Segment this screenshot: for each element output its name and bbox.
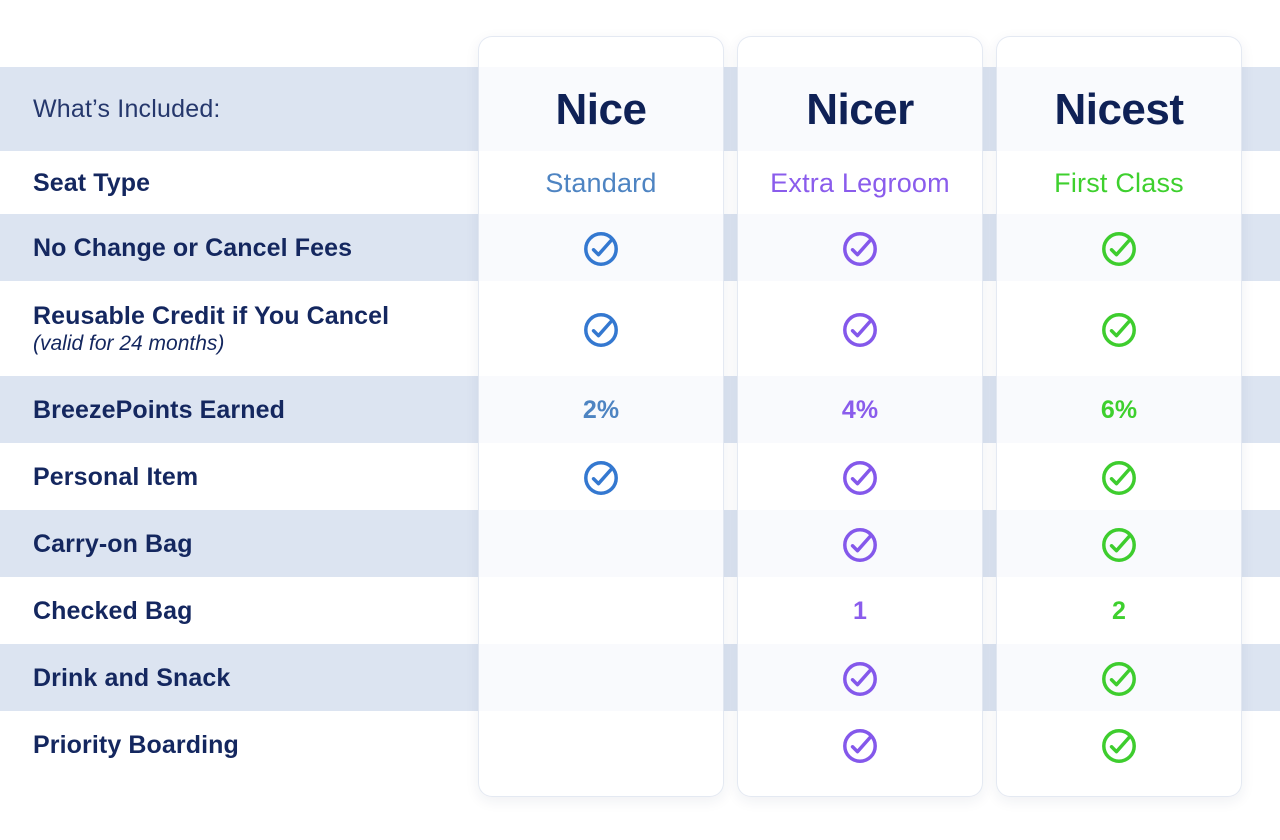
row-label-drink-and-snack: Drink and Snack <box>33 663 231 692</box>
plan-cell <box>479 578 723 645</box>
check-circle-icon <box>843 527 877 562</box>
plan-cell <box>479 444 723 511</box>
plan-cell: 6% <box>1100 396 1138 424</box>
check-circle-icon <box>584 312 618 347</box>
row-label-breezepoints-earned: BreezePoints Earned <box>33 395 285 424</box>
plan-cell: 2% <box>582 396 620 424</box>
plan-cell <box>479 645 723 712</box>
row-label-checked-bag: Checked Bag <box>33 596 193 625</box>
plan-cell <box>479 511 723 578</box>
plan-cell <box>738 215 982 282</box>
row-label-seat-type: Seat Type <box>33 168 151 197</box>
row-label-personal-item: Personal Item <box>33 462 199 491</box>
plan-cell: 2 <box>1112 597 1126 625</box>
row-label-reusable-credit: Reusable Credit if You Cancel (valid for… <box>33 281 463 376</box>
plan-cell <box>997 712 1241 779</box>
plan-cell: Extra Legroom <box>770 168 950 198</box>
plan-cell: 1 <box>853 597 867 625</box>
check-circle-icon <box>843 231 877 266</box>
plan-cell <box>997 215 1241 282</box>
check-circle-icon <box>843 460 877 495</box>
row-label-priority-boarding: Priority Boarding <box>33 730 239 759</box>
plan-cell <box>997 645 1241 712</box>
check-circle-icon <box>1102 527 1136 562</box>
plan-title-nicest: Nicest <box>1054 85 1184 134</box>
check-circle-icon <box>1102 460 1136 495</box>
plan-cell <box>738 444 982 511</box>
check-circle-icon <box>1102 728 1136 763</box>
check-circle-icon <box>843 661 877 696</box>
check-circle-icon <box>843 312 877 347</box>
check-circle-icon <box>1102 661 1136 696</box>
plan-cell: Standard <box>545 168 657 198</box>
plan-cell <box>997 282 1241 377</box>
check-circle-icon <box>1102 312 1136 347</box>
label-whats-included: What’s Included: <box>33 94 221 123</box>
check-circle-icon <box>584 460 618 495</box>
plan-cell: 4% <box>841 396 879 424</box>
plan-title-nice: Nice <box>555 85 647 134</box>
plan-cell <box>738 645 982 712</box>
plan-card-nice: Nice Standard 2% <box>478 36 724 797</box>
row-label-carry-on-bag: Carry-on Bag <box>33 529 193 558</box>
plan-cell <box>738 712 982 779</box>
check-circle-icon <box>1102 231 1136 266</box>
plan-cell <box>738 282 982 377</box>
plan-cell <box>479 215 723 282</box>
plan-cell: First Class <box>1054 168 1184 198</box>
plan-card-nicest: Nicest First Class 6% 2 <box>996 36 1242 797</box>
plan-cell <box>479 712 723 779</box>
plan-cell <box>997 444 1241 511</box>
plan-card-nicer: Nicer Extra Legroom 4% 1 <box>737 36 983 797</box>
check-circle-icon <box>843 728 877 763</box>
plan-cell <box>997 511 1241 578</box>
row-sublabel-valid-months: (valid for 24 months) <box>33 331 225 355</box>
plan-cell <box>479 282 723 377</box>
check-circle-icon <box>584 231 618 266</box>
plan-title-nicer: Nicer <box>806 85 914 134</box>
plan-cell <box>738 511 982 578</box>
row-label-no-change-or-cancel-fees: No Change or Cancel Fees <box>33 233 353 262</box>
